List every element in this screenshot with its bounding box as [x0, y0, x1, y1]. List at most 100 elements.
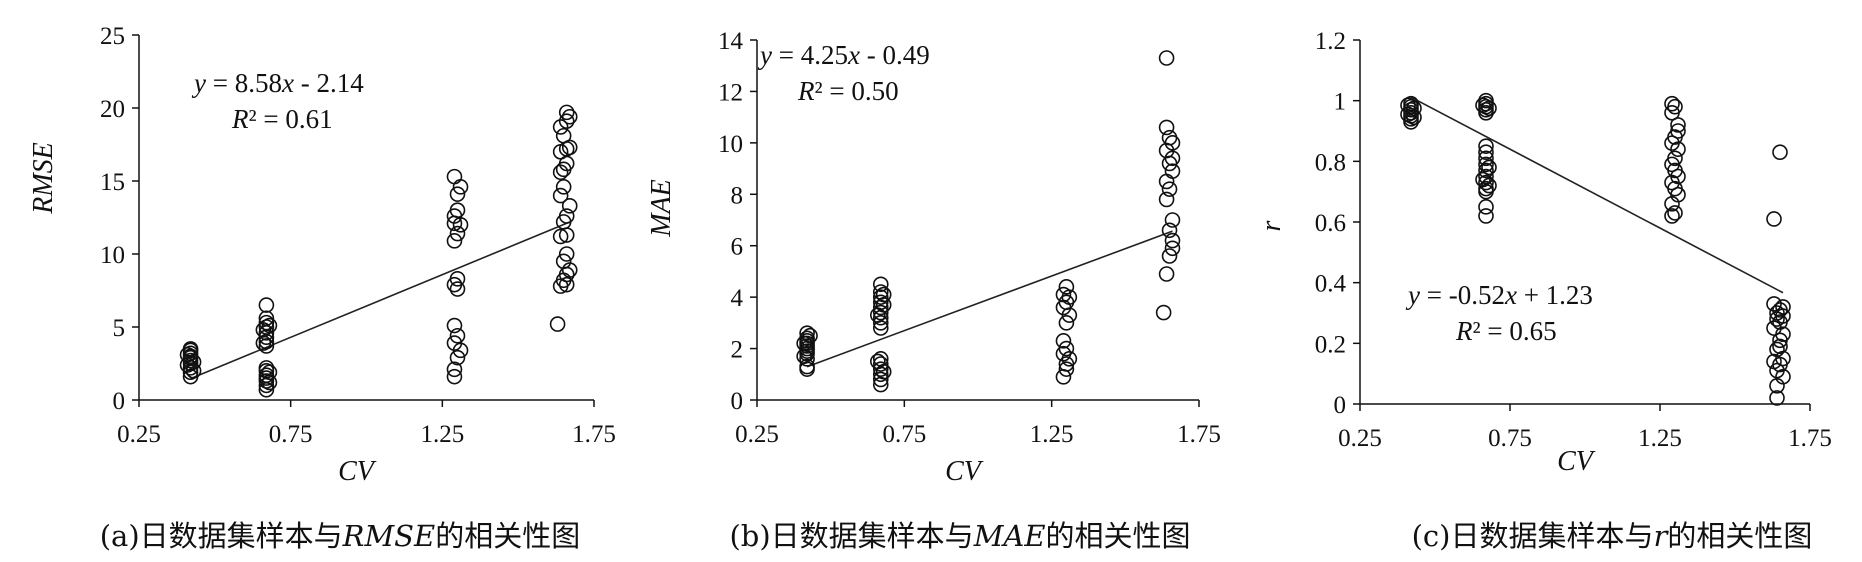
- data-point: [1058, 361, 1075, 377]
- data-point: [1766, 320, 1782, 336]
- panel-a-xlabel: CV: [338, 456, 377, 487]
- x-tick-label: 1.25: [1638, 425, 1682, 452]
- y-tick-label: 0: [731, 388, 744, 415]
- data-point: [1164, 240, 1181, 257]
- data-point: [1670, 141, 1686, 157]
- data-point: [1161, 248, 1178, 264]
- data-point: [1667, 205, 1683, 221]
- data-point: [870, 307, 886, 323]
- data-point: [875, 286, 892, 303]
- data-point: [1058, 340, 1075, 357]
- data-point: [449, 225, 466, 242]
- data-point: [1478, 174, 1494, 191]
- data-point: [555, 253, 572, 270]
- y-tick-label: 25: [100, 23, 125, 50]
- data-point: [552, 187, 569, 204]
- data-point: [1664, 208, 1680, 224]
- data-point: [258, 310, 275, 327]
- data-point: [1400, 97, 1416, 114]
- data-point: [558, 104, 575, 121]
- data-point: [1058, 294, 1075, 311]
- trend-line: [190, 221, 571, 380]
- y-tick-label: 6: [731, 234, 744, 261]
- x-tick-label: 0.75: [269, 421, 313, 448]
- panel-a-equation: y = 8.58x - 2.14: [191, 68, 364, 98]
- data-point: [796, 348, 812, 365]
- data-point: [799, 325, 815, 341]
- panel-c: 0 0.2 0.4 0.6 0.8 1 1.2 0.25 0.75 1.25 1.75 r CV y…: [1256, 28, 1832, 553]
- panel-c-r2: R² = 0.65: [1455, 316, 1557, 346]
- x-tick-label: 0.75: [882, 421, 926, 448]
- data-point: [875, 363, 892, 380]
- data-point: [255, 335, 272, 351]
- y-tick-label: 12: [718, 79, 743, 106]
- data-point: [872, 361, 889, 377]
- panel-c-axes: [1359, 40, 1810, 405]
- data-point: [1478, 144, 1494, 161]
- data-point: [1478, 168, 1494, 185]
- data-point: [261, 374, 278, 391]
- data-point: [1478, 180, 1494, 197]
- panel-a-points: [179, 104, 578, 398]
- y-tick-label: 0.6: [1315, 210, 1346, 237]
- data-point: [1667, 98, 1683, 115]
- y-tick-label: 2: [731, 337, 744, 364]
- y-tick-label: 4: [731, 285, 744, 312]
- y-tick-label: 0.8: [1315, 149, 1346, 176]
- y-tick-label: 0: [1334, 392, 1347, 419]
- data-point: [185, 362, 202, 379]
- panel-b-equation: y = 4.25x - 0.49: [757, 40, 930, 70]
- data-point: [799, 351, 815, 367]
- data-point: [449, 186, 466, 202]
- data-point: [872, 315, 889, 331]
- data-point: [1475, 171, 1491, 188]
- data-point: [1670, 117, 1686, 133]
- panel-c-caption: (c)日数据集样本与r的相关性图: [1412, 519, 1813, 553]
- data-point: [258, 360, 275, 376]
- data-point: [1478, 199, 1494, 215]
- data-point: [1667, 150, 1683, 167]
- data-point: [555, 179, 572, 195]
- y-tick-label: 0.2: [1315, 331, 1346, 358]
- data-point: [1161, 129, 1178, 146]
- panel-c-equation: y = -0.52x + 1.23: [1405, 280, 1593, 310]
- x-tick-label: 1.25: [420, 421, 464, 448]
- trend-line: [806, 230, 1173, 368]
- y-tick-label: 0: [113, 388, 126, 415]
- x-tick-label: 1.75: [1177, 421, 1221, 448]
- data-point: [1769, 305, 1785, 321]
- data-point: [449, 327, 466, 344]
- data-point: [261, 364, 278, 381]
- x-tick-label: 1.75: [1788, 425, 1832, 452]
- data-point: [875, 297, 892, 313]
- data-point: [1161, 181, 1178, 197]
- data-point: [1158, 191, 1175, 208]
- data-point: [446, 317, 463, 334]
- data-point: [555, 127, 572, 144]
- panel-c-ylabel: r: [1256, 220, 1287, 231]
- data-point: [1055, 369, 1072, 385]
- data-point: [561, 198, 578, 214]
- panel-a-fit: [190, 221, 571, 380]
- x-tick-label: 0.25: [735, 421, 779, 448]
- y-tick-label: 10: [100, 242, 125, 269]
- data-point: [446, 368, 463, 385]
- x-tick-label: 1.75: [572, 421, 616, 448]
- panel-a-r2: R² = 0.61: [231, 104, 333, 134]
- data-point: [1158, 119, 1175, 136]
- data-point: [1475, 97, 1491, 114]
- panel-a-caption: (a)日数据集样本与RMSE的相关性图: [100, 519, 581, 553]
- x-tick-label: 1.25: [1030, 421, 1074, 448]
- data-point: [1772, 302, 1788, 318]
- y-tick-label: 1: [1334, 89, 1347, 116]
- data-point: [1055, 345, 1072, 362]
- panel-c-ticks: 0 0.2 0.4 0.6 0.8 1 1.2 0.25 0.75 1.25 1.75: [1315, 28, 1832, 452]
- data-point: [258, 314, 275, 331]
- x-tick-label: 0.75: [1488, 425, 1532, 452]
- data-point: [1478, 162, 1494, 179]
- panel-b-fit: [806, 230, 1173, 368]
- data-point: [1158, 50, 1175, 66]
- data-point: [446, 168, 463, 185]
- data-point: [446, 361, 463, 378]
